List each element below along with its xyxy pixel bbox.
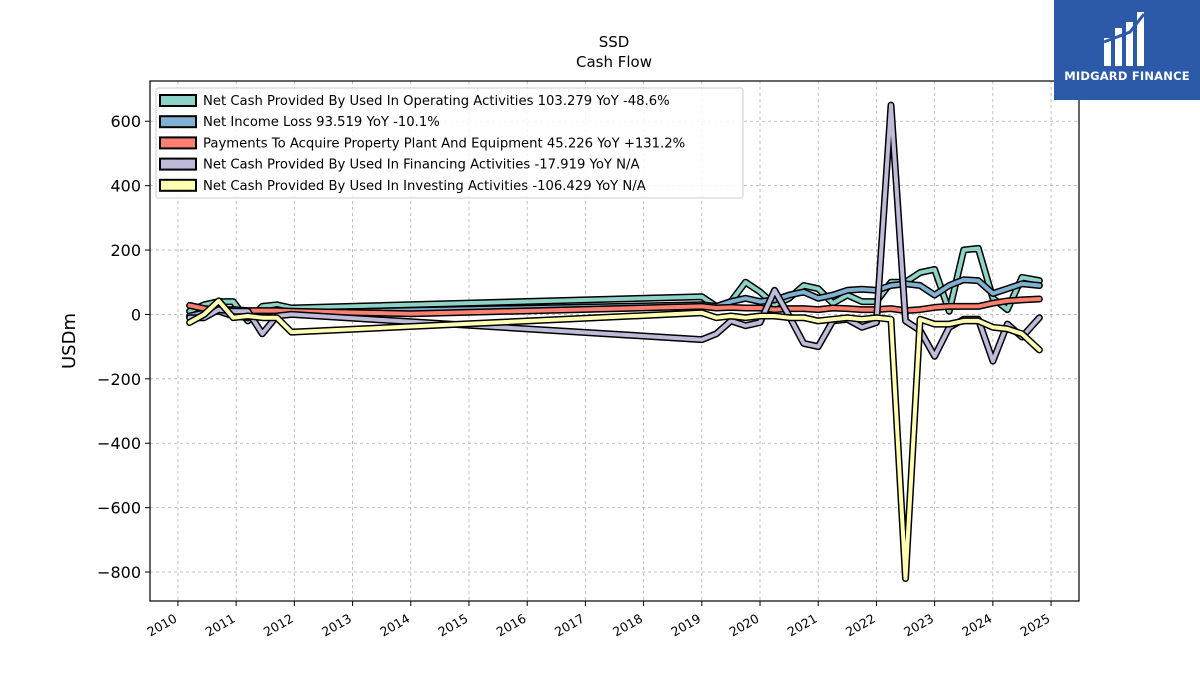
y-tick-label: 400 <box>110 177 141 196</box>
y-tick-label: 200 <box>110 241 141 260</box>
series-line-4 <box>187 298 1042 581</box>
y-axis-ticks: 600 400 200 0 −200 −400 −600 −800 <box>97 112 150 582</box>
legend-label-0: Net Cash Provided By Used In Operating A… <box>203 94 670 109</box>
legend: Net Cash Provided By Used In Operating A… <box>155 87 744 199</box>
chart-title: SSD <box>599 33 630 51</box>
x-tick-label: 2022 <box>843 611 878 640</box>
x-tick-label: 2025 <box>1018 611 1053 640</box>
logo-text: MIDGARD FINANCE <box>1064 69 1190 83</box>
legend-swatch-0 <box>159 94 197 107</box>
x-tick-label: 2019 <box>668 611 703 640</box>
legend-label-2: Payments To Acquire Property Plant And E… <box>203 136 685 151</box>
x-tick-label: 2010 <box>144 611 179 640</box>
x-axis-ticks: 2010 2011 2012 2013 2014 2015 2016 2017 2018 2019… <box>144 601 1053 640</box>
x-tick-label: 2016 <box>494 611 529 640</box>
x-tick-label: 2020 <box>726 611 761 640</box>
legend-box <box>155 87 744 199</box>
midgard-finance-logo: MIDGARD FINANCE <box>1054 0 1200 100</box>
x-tick-label: 2011 <box>203 611 238 640</box>
x-tick-label: 2015 <box>435 611 470 640</box>
x-tick-label: 2012 <box>261 611 296 640</box>
midgard-logo-mark-icon <box>1103 12 1146 66</box>
legend-label-3: Net Cash Provided By Used In Financing A… <box>203 158 640 173</box>
series-line-0 <box>187 246 1042 323</box>
legend-label-4: Net Cash Provided By Used In Investing A… <box>203 179 646 194</box>
series-line-2 <box>187 297 1042 316</box>
y-tick-label: −600 <box>97 499 141 518</box>
legend-swatch-4 <box>159 178 197 192</box>
x-tick-label: 2017 <box>552 611 587 640</box>
x-tick-label: 2021 <box>785 611 820 640</box>
legend-swatch-2 <box>159 136 197 150</box>
legend-label-1: Net Income Loss 93.519 YoY -10.1% <box>203 115 440 130</box>
series-lines <box>186 101 1043 582</box>
x-tick-label: 2023 <box>901 611 936 640</box>
y-axis-label: USDm <box>59 313 80 369</box>
x-tick-label: 2014 <box>377 611 412 640</box>
plot-frame <box>149 80 1080 602</box>
x-tick-label: 2018 <box>610 611 645 640</box>
y-tick-label: −800 <box>97 563 141 582</box>
x-tick-label: 2024 <box>959 611 994 640</box>
y-tick-label: 600 <box>110 112 141 131</box>
chart-subtitle: Cash Flow <box>576 53 652 71</box>
legend-swatch-3 <box>159 157 197 171</box>
y-tick-label: −400 <box>97 434 141 453</box>
legend-swatch-1 <box>159 115 197 129</box>
y-tick-label: 0 <box>131 305 141 324</box>
x-tick-label: 2013 <box>319 611 354 640</box>
y-tick-label: −200 <box>97 370 141 389</box>
